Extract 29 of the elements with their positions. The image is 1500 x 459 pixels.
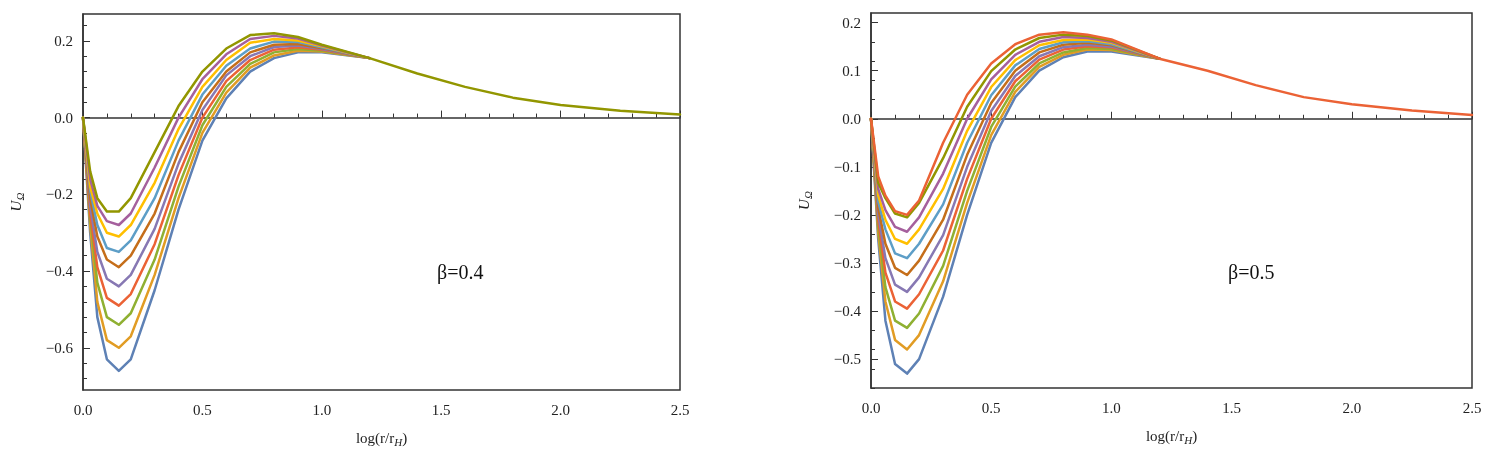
y-tick-label: −0.1: [833, 158, 861, 175]
annotation: β=0.4: [437, 261, 484, 284]
y-tick-label: −0.4: [45, 263, 74, 280]
y-tick-label: 0.1: [842, 62, 861, 79]
y-tick-label: −0.4: [833, 303, 862, 320]
y-tick-label: 0.2: [54, 32, 73, 49]
y-tick-label: −0.3: [833, 255, 861, 271]
x-tick-label: 1.0: [1102, 399, 1121, 416]
x-tick-label: 2.5: [670, 401, 690, 418]
y-tick-label: −0.2: [833, 206, 861, 223]
annotation: β=0.5: [1228, 261, 1275, 284]
y-tick-label: 0.2: [842, 14, 861, 31]
x-tick-label: 1.5: [1222, 399, 1241, 416]
x-tick-label: 0.5: [981, 399, 1001, 416]
x-tick-label: 2.0: [551, 401, 570, 418]
x-tick-label: 2.0: [1342, 399, 1362, 416]
x-tick-label: 0.0: [861, 399, 881, 416]
x-tick-label: 1.0: [312, 401, 332, 418]
y-tick-label: −0.6: [45, 339, 74, 356]
y-tick-label: 0.0: [842, 110, 861, 127]
y-tick-label: −0.2: [45, 186, 73, 203]
y-tick-label: 0.0: [54, 109, 73, 126]
y-tick-label: −0.5: [833, 351, 861, 368]
y-axis-title: UΩ: [795, 191, 814, 210]
x-tick-label: 0.0: [73, 401, 93, 418]
x-tick-label: 1.5: [431, 401, 451, 418]
x-tick-label: 2.5: [1462, 399, 1482, 416]
y-axis-title: UΩ: [7, 192, 26, 212]
x-tick-label: 0.5: [193, 401, 212, 418]
